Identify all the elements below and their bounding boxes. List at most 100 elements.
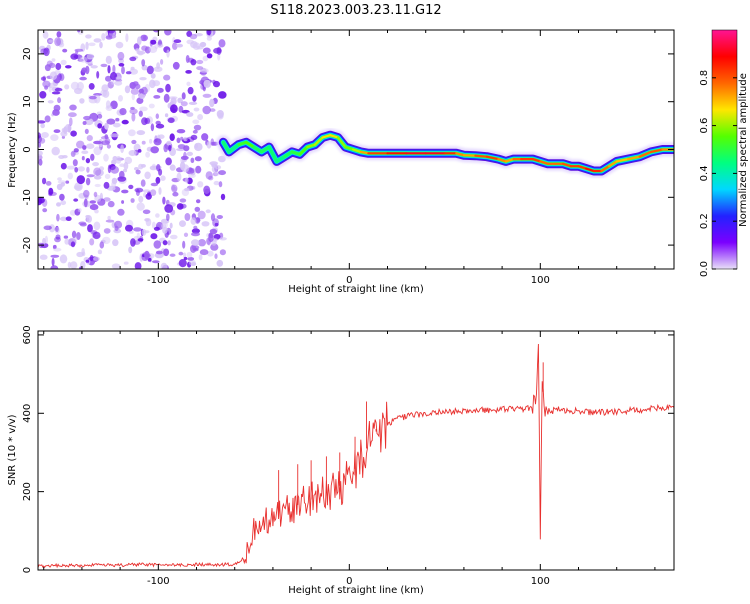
noise-speckle	[138, 110, 143, 117]
noise-speckle	[81, 150, 89, 154]
noise-speckle	[217, 112, 224, 120]
noise-speckle	[54, 227, 60, 234]
noise-speckle	[115, 117, 120, 122]
noise-speckle	[67, 172, 74, 180]
colorbar-ticks: 0.0 0.2 0.4 0.6 0.8	[699, 70, 737, 277]
noise-speckle	[42, 208, 48, 213]
noise-speckle	[128, 184, 134, 190]
ridge-core-segment	[539, 160, 550, 165]
ridge-core-segment	[600, 165, 611, 173]
noise-speckle	[186, 151, 193, 156]
noise-speckle	[111, 263, 121, 269]
noise-speckle	[190, 134, 198, 140]
y-tick-label: 400	[22, 404, 33, 423]
noise-speckle	[136, 50, 146, 55]
noise-speckle	[220, 193, 226, 201]
ridge-core-segment	[313, 136, 324, 146]
noise-speckle	[151, 221, 156, 229]
noise-speckle	[110, 166, 119, 174]
noise-speckle	[191, 232, 200, 237]
noise-speckle	[185, 177, 189, 184]
noise-speckle	[49, 71, 58, 80]
noise-speckle	[219, 249, 226, 256]
noise-speckle	[218, 170, 227, 176]
noise-speckle	[97, 249, 103, 255]
noise-speckle	[38, 150, 43, 156]
noise-speckle	[83, 115, 91, 121]
ridge-core-segment	[260, 146, 271, 153]
noise-speckle	[156, 87, 164, 93]
ridge-core-segment	[504, 158, 515, 163]
noise-speckle	[169, 222, 173, 229]
spectrogram-y-axis-label: Frequency (Hz)	[7, 112, 18, 188]
noise-speckle	[214, 253, 218, 259]
noise-speckle	[89, 204, 99, 211]
noise-speckle	[150, 146, 159, 154]
noise-speckle	[54, 37, 61, 47]
ridge-core-segment	[336, 136, 347, 149]
noise-speckle	[148, 45, 158, 54]
x-tick-label: -100	[147, 576, 170, 587]
noise-speckle	[172, 191, 179, 197]
noise-speckle	[162, 196, 166, 205]
noise-speckle	[86, 53, 95, 60]
noise-speckle	[57, 97, 62, 104]
noise-speckle	[188, 173, 196, 179]
colorbar-frame	[711, 29, 738, 270]
noise-speckle	[209, 228, 218, 235]
noise-speckle	[54, 87, 63, 92]
noise-region	[38, 30, 227, 269]
noise-speckle	[123, 261, 129, 265]
noise-speckle	[103, 197, 111, 202]
noise-speckle	[79, 76, 87, 81]
y-tick-label: -10	[22, 189, 33, 205]
noise-speckle	[124, 85, 131, 94]
noise-speckle	[196, 66, 204, 71]
noise-speckle	[212, 172, 219, 177]
noise-speckle	[103, 153, 109, 162]
noise-speckle	[128, 246, 133, 254]
noise-speckle	[136, 232, 141, 240]
y-tick-label: 0	[22, 146, 33, 152]
noise-speckle	[92, 231, 101, 240]
colorbar-tick-label: 0.0	[699, 261, 710, 277]
noise-speckle	[206, 30, 212, 36]
noise-speckle	[79, 56, 88, 63]
noise-speckle	[218, 39, 226, 48]
ridge-core-segment	[455, 152, 465, 157]
noise-speckle	[48, 85, 52, 93]
noise-speckle	[85, 41, 89, 50]
noise-speckle	[206, 53, 213, 59]
noise-speckle	[93, 140, 103, 145]
y-tick-label: -20	[22, 237, 33, 253]
ridge-core-segment	[268, 146, 278, 163]
ridge-core-segment	[627, 155, 641, 161]
noise-speckle	[38, 135, 42, 143]
noise-speckle	[138, 195, 144, 203]
noise-speckle	[76, 81, 85, 91]
noise-speckle	[218, 181, 223, 188]
noise-speckle	[93, 167, 102, 176]
noise-speckle	[176, 43, 184, 48]
noise-speckle	[115, 76, 122, 80]
noise-speckle	[73, 148, 79, 153]
noise-speckle	[196, 59, 204, 65]
noise-speckle	[69, 117, 73, 126]
noise-speckle	[104, 138, 111, 145]
noise-speckle	[158, 187, 162, 195]
noise-speckle	[63, 235, 69, 239]
ridge-core-segment	[359, 150, 370, 155]
noise-speckle	[111, 177, 118, 185]
noise-speckle	[72, 237, 78, 242]
noise-speckle	[137, 36, 142, 46]
snr-x-axis-label: Height of straight line (km)	[288, 585, 424, 596]
noise-speckle	[197, 114, 204, 121]
ridge-core-segment	[607, 160, 618, 168]
noise-speckle	[57, 177, 62, 181]
noise-speckle	[61, 135, 65, 139]
noise-speckle	[176, 172, 182, 182]
noise-speckle	[73, 185, 82, 190]
noise-speckle	[93, 93, 102, 96]
noise-speckle	[42, 80, 51, 88]
